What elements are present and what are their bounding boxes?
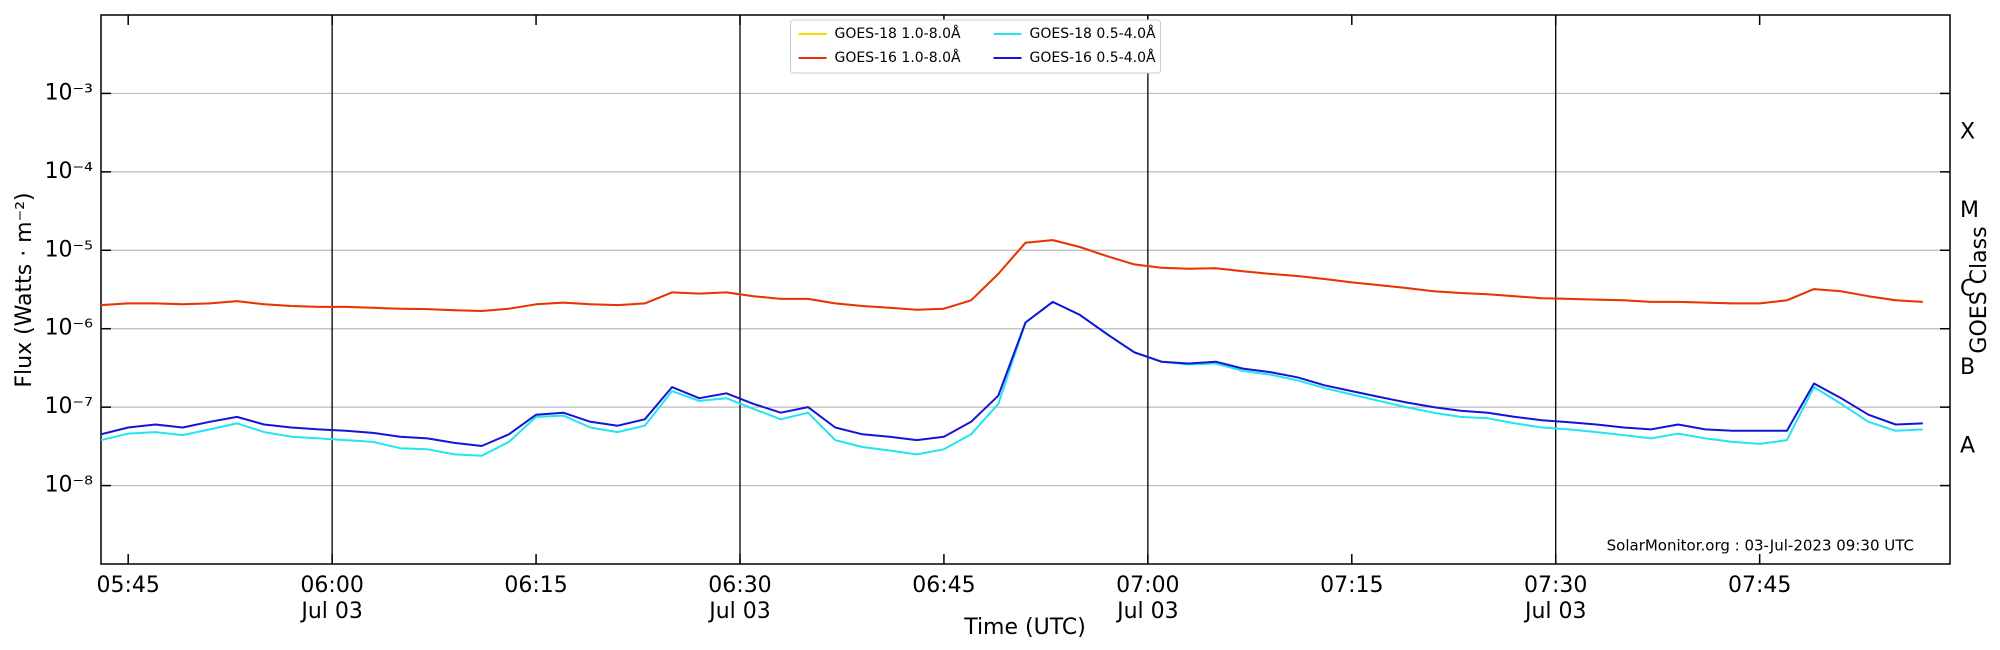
legend-label: GOES-18 0.5-4.0Å — [1030, 25, 1156, 42]
series-line — [101, 300, 1923, 447]
y-tick-label: 10⁻⁷ — [45, 394, 93, 419]
y2-tick-label: B — [1960, 355, 1975, 380]
x-tick-sublabel: Jul 03 — [299, 599, 363, 624]
annotation: SolarMonitor.org : 03-Jul-2023 09:30 UTC — [1607, 537, 1914, 555]
y2-tick-label: A — [1960, 433, 1975, 458]
x-tick-label: 06:30 — [708, 573, 771, 598]
series-line — [101, 300, 1923, 457]
y2-axis-label: GOES Class — [1967, 226, 1992, 353]
x-tick-label: 07:30 — [1524, 573, 1587, 598]
legend-box — [790, 19, 1161, 74]
y2-tick-label: X — [1960, 120, 1975, 145]
x-tick-sublabel: Jul 03 — [1523, 599, 1587, 624]
x-tick-label: 07:00 — [1116, 573, 1179, 598]
y-tick-label: 10⁻⁴ — [45, 159, 94, 184]
x-tick-label: 05:45 — [96, 573, 159, 598]
plot-frame — [100, 14, 1951, 565]
series-line — [101, 239, 1923, 312]
y-axis-label: Flux (Watts · m⁻²) — [12, 192, 37, 387]
y-tick-label: 10⁻⁵ — [45, 237, 93, 262]
legend-label: GOES-16 1.0-8.0Å — [835, 49, 961, 66]
x-tick-label: 06:15 — [504, 573, 567, 598]
y-tick-label: 10⁻⁸ — [45, 473, 94, 498]
x-axis-label: Time (UTC) — [963, 615, 1086, 640]
legend: GOES-18 1.0-8.0Å GOES-16 1.0-8.0Å GOES-18 … — [790, 19, 1161, 74]
y2-tick-label: M — [1960, 198, 1979, 223]
x-tick-label: 06:45 — [912, 573, 975, 598]
y-tick-label: 10⁻⁶ — [45, 316, 94, 341]
y2-tick-label: C — [1960, 277, 1975, 302]
legend-label: GOES-18 1.0-8.0Å — [835, 25, 961, 42]
legend-label: GOES-16 0.5-4.0Å — [1030, 49, 1156, 66]
x-tick-sublabel: Jul 03 — [1115, 599, 1179, 624]
x-tick-label: 06:00 — [300, 573, 363, 598]
x-tick-label: 07:45 — [1728, 573, 1791, 598]
x-tick-sublabel: Jul 03 — [707, 599, 771, 624]
x-tick-label: 07:15 — [1320, 573, 1383, 598]
y-tick-label: 10⁻³ — [45, 80, 93, 105]
